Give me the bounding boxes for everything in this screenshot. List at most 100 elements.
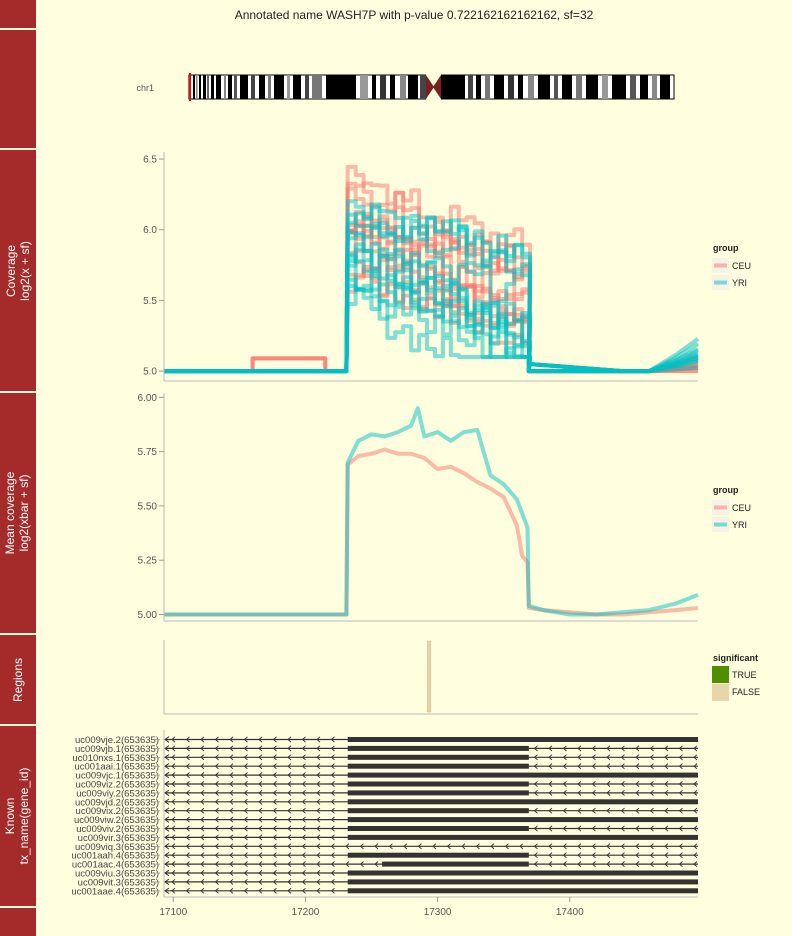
transcript-strand-arrow xyxy=(185,736,190,743)
transcript-strand-arrow xyxy=(258,834,263,841)
transcript-strand-arrow xyxy=(258,754,263,761)
transcript-start-arrow xyxy=(164,780,170,788)
mean-y-tick-label: 5.00 xyxy=(138,610,158,621)
legend-mean-label-ceu: CEU xyxy=(732,503,751,513)
transcript-start-arrow xyxy=(164,771,170,779)
transcript-exon xyxy=(347,790,529,796)
transcript-strand-arrow xyxy=(243,772,248,779)
strip-known-label-2: tx_name(gene_id) xyxy=(17,768,31,865)
transcript-start-arrow xyxy=(164,851,170,859)
transcript-strand-arrow xyxy=(287,834,292,841)
transcript-strand-arrow xyxy=(287,763,292,770)
ideogram-band xyxy=(576,75,582,99)
transcript-strand-arrow xyxy=(620,852,625,859)
transcript-exon xyxy=(347,745,529,751)
transcript-strand-arrow xyxy=(171,781,176,787)
transcript-strand-arrow xyxy=(678,807,683,814)
transcript-strand-arrow xyxy=(200,852,205,859)
mean-y-tick-label: 6.00 xyxy=(138,393,158,404)
transcript-strand-arrow xyxy=(200,834,205,841)
transcript-strand-arrow xyxy=(301,736,306,743)
transcript-strand-arrow xyxy=(577,745,582,752)
transcript-strand-arrow xyxy=(562,763,567,770)
ideogram-band xyxy=(494,75,504,99)
legend-coverage-title: group xyxy=(713,243,739,253)
ideogram-band xyxy=(293,75,301,99)
transcript-strand-arrow xyxy=(185,772,190,779)
transcript-strand-arrow xyxy=(548,843,553,850)
ideogram-band xyxy=(193,75,195,99)
transcript-strand-arrow xyxy=(388,843,393,850)
transcript-strand-arrow xyxy=(359,861,364,868)
transcript-strand-arrow xyxy=(664,852,669,859)
transcript-strand-arrow xyxy=(562,807,567,814)
legend-group-mean: group CEU YRI xyxy=(712,485,751,532)
ideogram-band xyxy=(372,75,376,99)
transcript-strand-arrow xyxy=(533,763,538,770)
transcript-strand-arrow xyxy=(243,834,248,841)
strip-regions-label: Regions xyxy=(11,658,25,702)
transcript-strand-arrow xyxy=(171,736,176,743)
transcript-strand-arrow xyxy=(533,807,538,814)
transcript-strand-arrow xyxy=(330,798,335,805)
transcript-strand-arrow xyxy=(272,834,277,841)
transcript-start-arrow xyxy=(164,745,170,752)
transcript-strand-arrow xyxy=(287,754,292,761)
ideogram-band xyxy=(554,75,558,99)
transcript-strand-arrow xyxy=(243,887,248,894)
transcript-exon xyxy=(347,808,529,814)
x-tick-label: 17300 xyxy=(424,907,452,918)
legend-coverage-label-yri: YRI xyxy=(732,278,747,288)
ideogram-band xyxy=(216,75,221,99)
transcript-strand-arrow xyxy=(272,816,277,823)
strip-coverage-label-1: Coverage xyxy=(4,245,18,297)
transcript-strand-arrow xyxy=(272,754,277,761)
transcript-exon xyxy=(347,834,698,840)
transcript-strand-arrow xyxy=(330,736,335,743)
transcript-strand-arrow xyxy=(635,825,640,832)
x-tick-label: 17100 xyxy=(159,907,187,918)
ideogram-band xyxy=(240,75,248,99)
transcript-strand-arrow xyxy=(620,861,625,868)
transcript-strand-arrow xyxy=(200,745,205,752)
transcript-strand-arrow xyxy=(649,781,654,787)
transcript-strand-arrow xyxy=(533,781,538,787)
transcript-strand-arrow xyxy=(635,763,640,770)
transcript-strand-arrow xyxy=(243,870,248,876)
ideogram-band xyxy=(441,75,465,99)
plot-title: Annotated name WASH7P with p-value 0.722… xyxy=(235,8,594,22)
transcript-strand-arrow xyxy=(287,798,292,805)
transcript-strand-arrow xyxy=(287,878,292,885)
transcript-strand-arrow xyxy=(258,772,263,779)
transcript-strand-arrow xyxy=(606,852,611,859)
ideogram-band xyxy=(408,75,418,99)
transcript-label: uc001aai.1(653635) xyxy=(74,762,159,773)
transcript-strand-arrow xyxy=(432,843,437,850)
transcript-strand-arrow xyxy=(533,754,538,761)
transcript-strand-arrow xyxy=(374,843,379,850)
transcript-strand-arrow xyxy=(287,825,292,832)
transcript-strand-arrow xyxy=(693,745,698,752)
strip-known-label-1: Known xyxy=(3,798,17,835)
transcript-strand-arrow xyxy=(562,825,567,832)
transcript-label: uc009vir.3(653635) xyxy=(78,833,159,844)
transcript-strand-arrow xyxy=(214,878,219,885)
transcript-strand-arrow xyxy=(548,852,553,859)
ideogram-band xyxy=(640,75,648,99)
transcript-strand-arrow xyxy=(620,807,625,814)
transcript-strand-arrow xyxy=(171,772,176,779)
transcript-strand-arrow xyxy=(649,789,654,796)
transcript-strand-arrow xyxy=(229,754,234,761)
ideogram-band xyxy=(468,75,473,99)
transcript-strand-arrow xyxy=(577,861,582,868)
transcript-strand-arrow xyxy=(693,807,698,814)
transcript-strand-arrow xyxy=(229,736,234,743)
transcript-strand-arrow xyxy=(272,736,277,743)
transcript-strand-arrow xyxy=(606,781,611,787)
transcript-strand-arrow xyxy=(693,861,698,868)
transcript-strand-arrow xyxy=(548,754,553,761)
legend-group-coverage: group CEU YRI xyxy=(712,243,751,290)
transcript-strand-arrow xyxy=(316,798,321,805)
